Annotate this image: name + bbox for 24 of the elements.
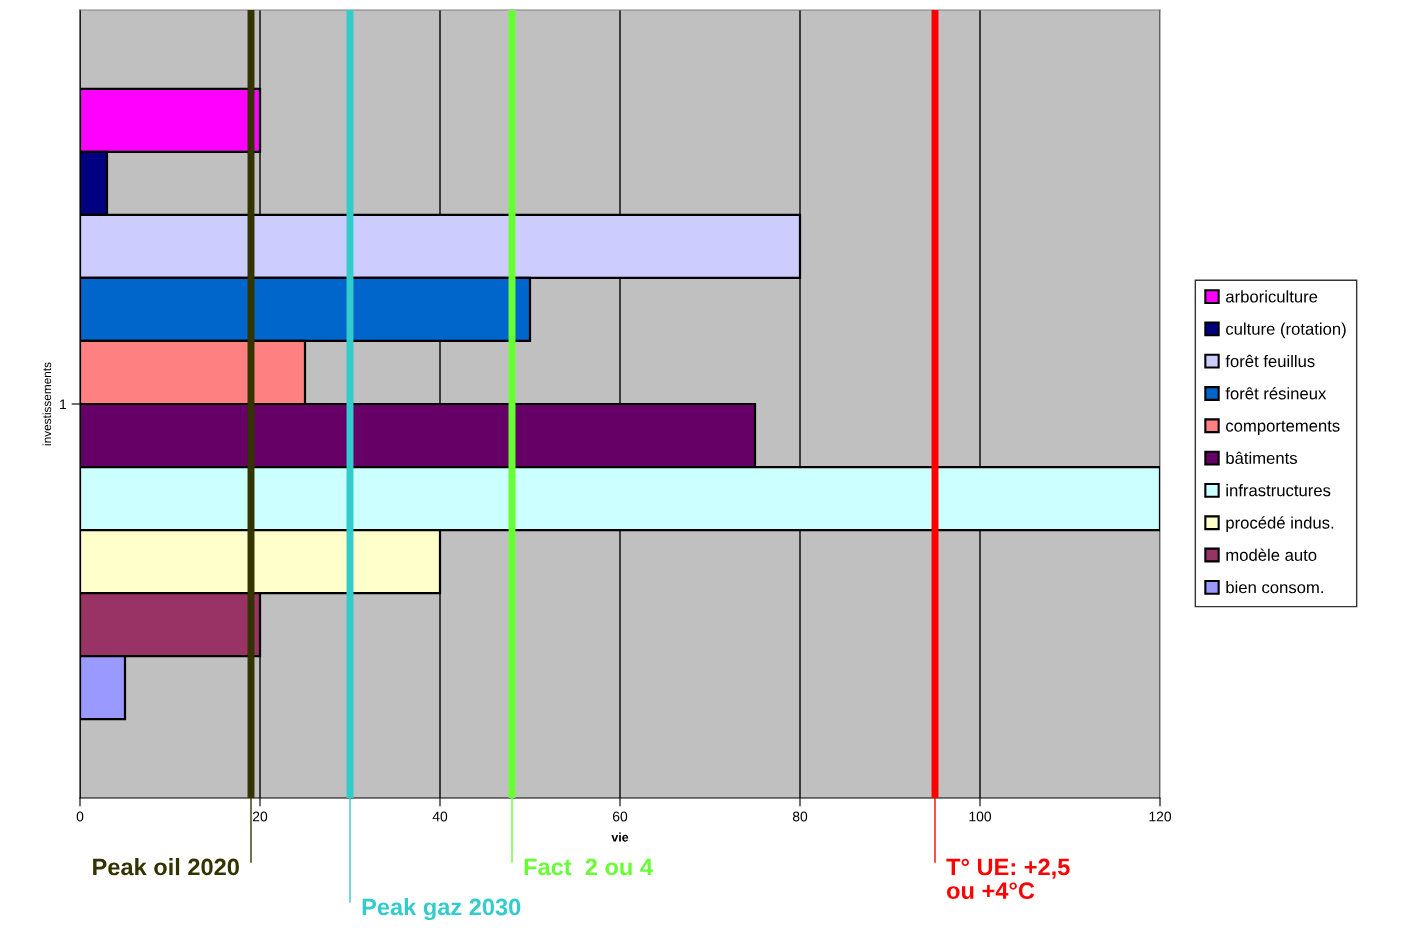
- legend-label: forêt feuillus: [1225, 354, 1315, 368]
- x-tick-label: 60: [612, 811, 628, 822]
- legend-label: infrastructures: [1226, 484, 1331, 497]
- y-axis-title: investissements: [42, 362, 52, 446]
- x-tick-label: 80: [792, 811, 808, 822]
- y-tick-label: 1: [60, 399, 67, 410]
- x-tick-label: 120: [1149, 811, 1172, 822]
- x-tick-label: 100: [969, 811, 992, 822]
- legend-label: arboriculture: [1226, 290, 1318, 303]
- legend-label: culture (rotation): [1226, 322, 1346, 339]
- legend-label: forêt résineux: [1225, 386, 1327, 400]
- x-tick-label: 40: [432, 811, 448, 822]
- legend-label: bien consom.: [1226, 581, 1323, 594]
- ref-line-label: Peak oil 2020: [93, 858, 239, 876]
- ref-line-label: T° UE: +2,5 ou +4°C: [946, 858, 1070, 900]
- ref-line-label: Peak gaz 2030: [362, 898, 521, 921]
- legend-label: bâtiments: [1226, 451, 1297, 465]
- x-axis-title: vie: [611, 832, 629, 842]
- legend-label: comportements: [1226, 420, 1340, 436]
- x-tick-label: 20: [252, 811, 268, 822]
- legend-label: procédé indus.: [1226, 516, 1334, 532]
- legend-label: modèle auto: [1226, 548, 1317, 561]
- ref-line-label: Fact 2 ou 4: [524, 858, 653, 876]
- x-tick-label: 0: [76, 811, 84, 822]
